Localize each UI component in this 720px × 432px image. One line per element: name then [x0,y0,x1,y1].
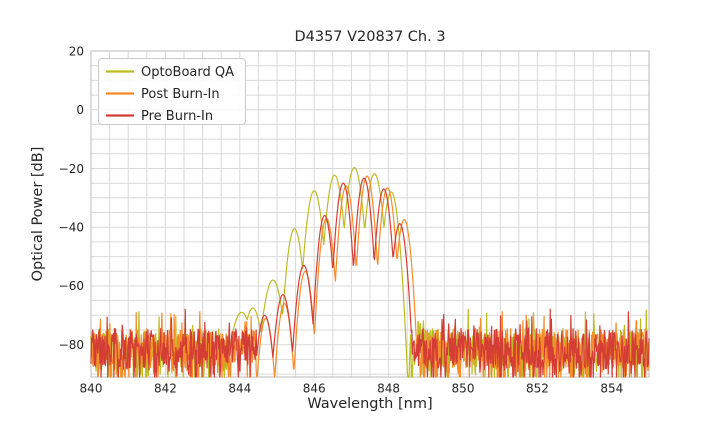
y-tick-label-4: −60 [59,279,84,293]
legend: OptoBoard QA Post Burn-In Pre Burn-In [98,58,246,125]
x-tick-label-2: 844 [228,382,251,396]
legend-item-label: OptoBoard QA [141,65,234,80]
x-axis-label: Wavelength [nm] [307,396,432,412]
y-tick-label-2: −20 [59,162,84,176]
y-axis-label: Optical Power [dB] [30,147,46,282]
y-tick-labels: 20 0 −20 −40 −60 −80 [59,44,84,352]
x-tick-label-3: 846 [303,382,326,396]
series-group [90,167,650,378]
y-tick-label-3: −40 [59,221,84,235]
x-tick-label-0: 840 [80,382,103,396]
legend-box [98,58,246,125]
y-tick-label-5: −80 [59,338,84,352]
series-path-2 [90,177,650,378]
x-tick-label-6: 852 [526,382,549,396]
x-tick-label-1: 842 [154,382,177,396]
x-tick-labels: 840 842 844 846 848 850 852 854 [80,382,624,396]
y-tick-label-1: 0 [76,103,84,117]
x-tick-label-7: 854 [600,382,623,396]
chart-title: D4357 V20837 Ch. 3 [294,29,445,45]
legend-item-label: Post Burn-In [141,87,220,102]
plot-border [90,50,650,378]
legend-item-label: Pre Burn-In [141,109,213,124]
y-tick-label-0: 20 [69,44,84,58]
x-tick-label-5: 850 [452,382,475,396]
x-tick-label-4: 848 [377,382,400,396]
